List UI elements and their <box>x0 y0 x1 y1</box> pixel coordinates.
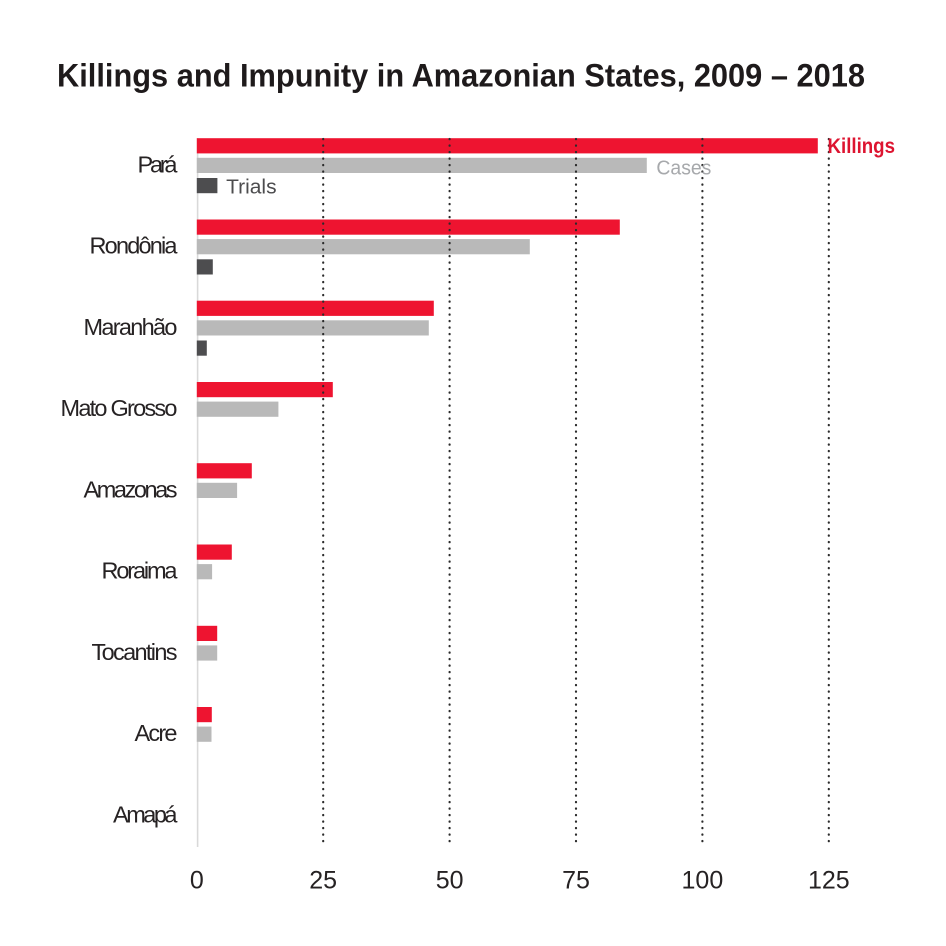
svg-text:0: 0 <box>190 867 204 895</box>
svg-text:Mato Grosso: Mato Grosso <box>61 395 178 421</box>
svg-text:Amapá: Amapá <box>113 801 178 827</box>
svg-text:Killings and Impunity in Amazo: Killings and Impunity in Amazonian State… <box>57 57 865 93</box>
svg-text:Acre: Acre <box>135 720 178 746</box>
svg-text:Tocantins: Tocantins <box>92 639 178 665</box>
svg-text:75: 75 <box>562 867 590 895</box>
svg-text:125: 125 <box>808 867 850 895</box>
svg-text:100: 100 <box>682 867 724 895</box>
svg-text:Maranhão: Maranhão <box>84 314 178 340</box>
svg-text:Pará: Pará <box>138 151 179 177</box>
svg-text:Killings: Killings <box>828 135 896 158</box>
svg-text:Rondônia: Rondônia <box>90 233 179 259</box>
svg-text:Amazonas: Amazonas <box>84 476 178 502</box>
svg-text:50: 50 <box>436 867 464 895</box>
svg-text:Cases: Cases <box>656 157 711 180</box>
svg-text:Roraima: Roraima <box>102 558 179 584</box>
svg-text:25: 25 <box>309 867 337 895</box>
svg-text:Trials: Trials <box>226 175 277 198</box>
